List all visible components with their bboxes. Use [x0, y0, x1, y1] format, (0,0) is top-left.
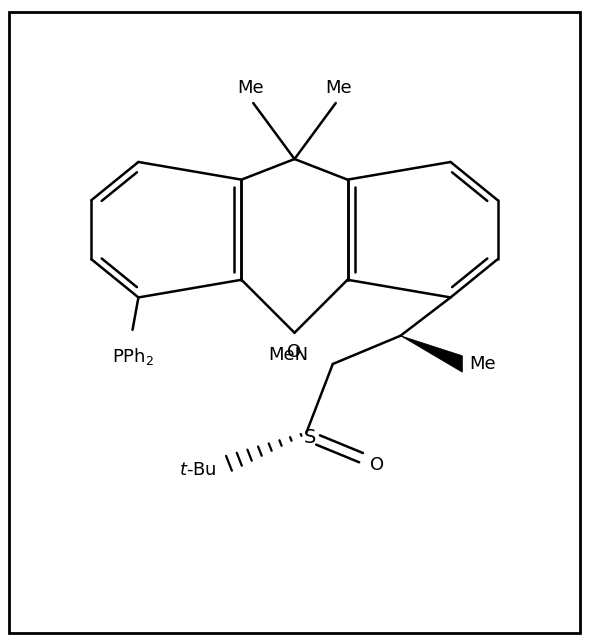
Text: O: O: [370, 456, 384, 474]
Text: Me: Me: [237, 79, 264, 97]
Text: Me: Me: [469, 355, 496, 373]
Text: Me: Me: [325, 79, 352, 97]
Text: PPh$_2$: PPh$_2$: [111, 346, 154, 367]
Text: MeN: MeN: [268, 346, 308, 364]
Polygon shape: [401, 336, 462, 372]
Text: O: O: [287, 343, 302, 361]
Text: S: S: [304, 428, 317, 447]
Text: $t$-Bu: $t$-Bu: [179, 461, 217, 479]
